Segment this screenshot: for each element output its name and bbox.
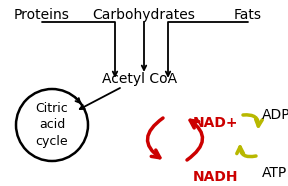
Text: Fats: Fats xyxy=(234,8,262,22)
Text: Carbohydrates: Carbohydrates xyxy=(92,8,196,22)
Text: Acetyl CoA: Acetyl CoA xyxy=(103,72,178,86)
Text: NAD+: NAD+ xyxy=(193,116,238,130)
Text: Proteins: Proteins xyxy=(14,8,70,22)
Text: ATP: ATP xyxy=(262,166,287,180)
Text: Citric
acid
cycle: Citric acid cycle xyxy=(36,102,68,147)
Text: NADH: NADH xyxy=(193,170,238,184)
Text: ADP: ADP xyxy=(262,108,288,122)
